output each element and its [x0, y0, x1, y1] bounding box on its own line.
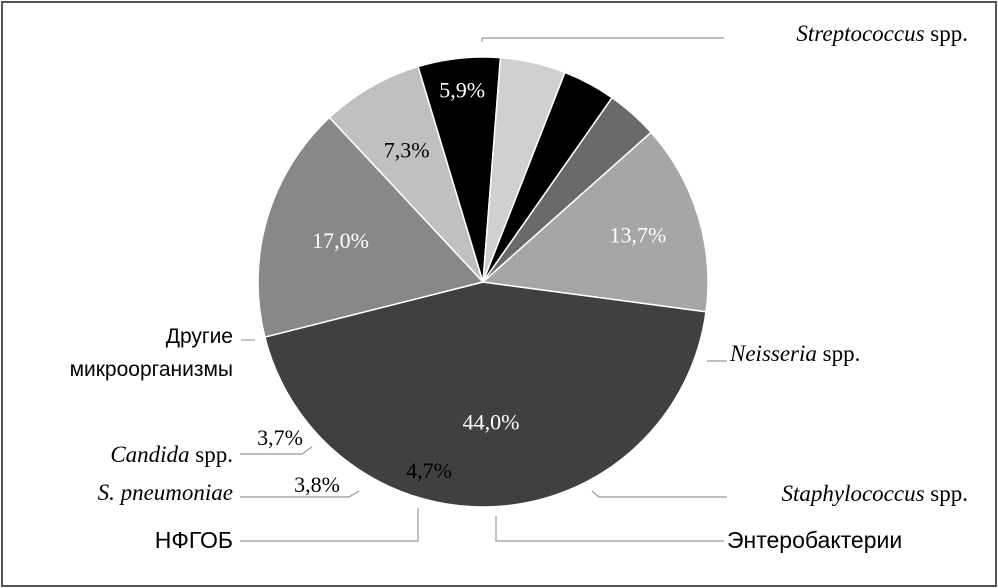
slice-category-label: Staphylococcus spp.	[781, 481, 968, 506]
slice-value-label: 7,3%	[384, 137, 430, 162]
leader-line	[240, 446, 313, 455]
slice-value-label: 5,9%	[439, 78, 485, 103]
leader-lines-layer	[240, 37, 727, 542]
slice-value-label: 3,8%	[294, 472, 340, 497]
slice-value-label: 17,0%	[312, 228, 369, 253]
slice-category-label: Другие микроорганизмы	[70, 325, 233, 381]
leader-line	[591, 490, 727, 498]
value-labels-layer: 44,0% 17,0% 7,3% 5,9% 4,7% 3,8% 3,7% 13,7%	[257, 78, 666, 497]
slices-layer	[257, 56, 709, 508]
slice-category-label: НФГОБ	[155, 527, 233, 553]
slice-category-label: S. pneumoniae	[98, 480, 233, 505]
pie-slice	[481, 131, 709, 313]
pie-slice	[328, 65, 484, 283]
pie-slice	[263, 281, 707, 508]
leader-line	[240, 508, 419, 542]
category-labels-layer: Streptococcus spp. Neisseria spp. Staphylo…	[70, 21, 968, 553]
pie-slice	[257, 116, 485, 338]
slice-value-label: 3,7%	[257, 425, 303, 450]
slice-category-label: Neisseria spp.	[729, 341, 860, 366]
slice-value-label: 4,7%	[406, 458, 452, 483]
leader-line	[240, 490, 360, 498]
slice-value-label: 13,7%	[609, 223, 666, 248]
slice-category-label: Candida spp.	[110, 442, 233, 467]
leader-line	[495, 516, 724, 542]
leader-line	[481, 37, 724, 42]
slice-category-label: Энтеробактерии	[727, 527, 902, 553]
slice-category-label: Streptococcus spp.	[796, 21, 968, 46]
slice-value-label: 44,0%	[463, 409, 520, 434]
